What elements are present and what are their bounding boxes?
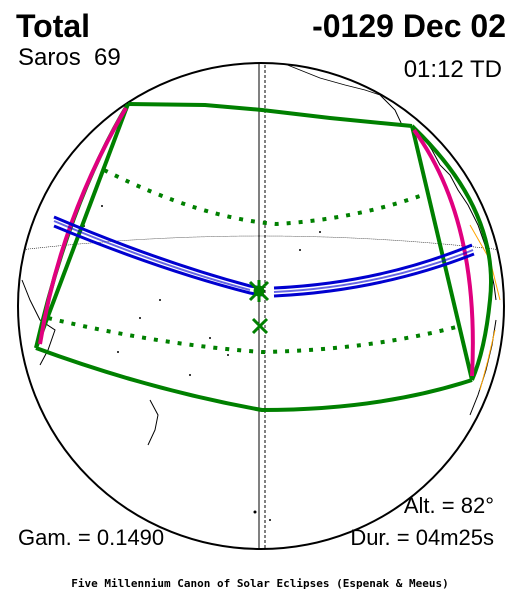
- gamma-value: Gam. = 0.1490: [18, 525, 165, 550]
- umbra-path-east-south: [273, 252, 475, 298]
- eclipse-time: 01:12 TD: [403, 56, 502, 83]
- coastline-new-zealand: [147, 399, 159, 446]
- saros-text: Saros: [18, 44, 81, 71]
- greatest-eclipse-marker: [248, 280, 270, 302]
- sub-solar-point-marker: [251, 317, 269, 335]
- limit-east-magenta: [412, 128, 475, 377]
- penumbra-east-edge: [410, 125, 474, 381]
- coastline-alaska: [279, 63, 381, 96]
- credit-footer: Five Millennium Canon of Solar Eclipses …: [71, 577, 449, 590]
- umbra-path-east-north: [273, 243, 473, 290]
- penumbra-east-outer: [410, 124, 493, 381]
- umbra-path-south: [53, 224, 263, 297]
- penumbra-north-dotted: [103, 168, 421, 227]
- umbra-path-north: [53, 215, 263, 290]
- umbra-path-fill: [53, 220, 474, 293]
- penumbra-north-limit: [127, 102, 413, 128]
- saros-number: 69: [94, 44, 121, 71]
- eclipse-type-title: Total: [16, 8, 91, 44]
- altitude-value: Alt. = 82°: [403, 493, 494, 518]
- penumbra-west-edge: [34, 103, 130, 349]
- duration-value: Dur. = 04m25s: [350, 525, 494, 550]
- globe-outline: [17, 62, 505, 550]
- saros-label: Saros 69: [18, 46, 121, 70]
- equator-line: [19, 235, 503, 251]
- penumbra-south-dotted: [47, 316, 461, 355]
- eclipse-date: -0129 Dec 02: [312, 8, 506, 44]
- penumbra-south-limit: [35, 346, 473, 413]
